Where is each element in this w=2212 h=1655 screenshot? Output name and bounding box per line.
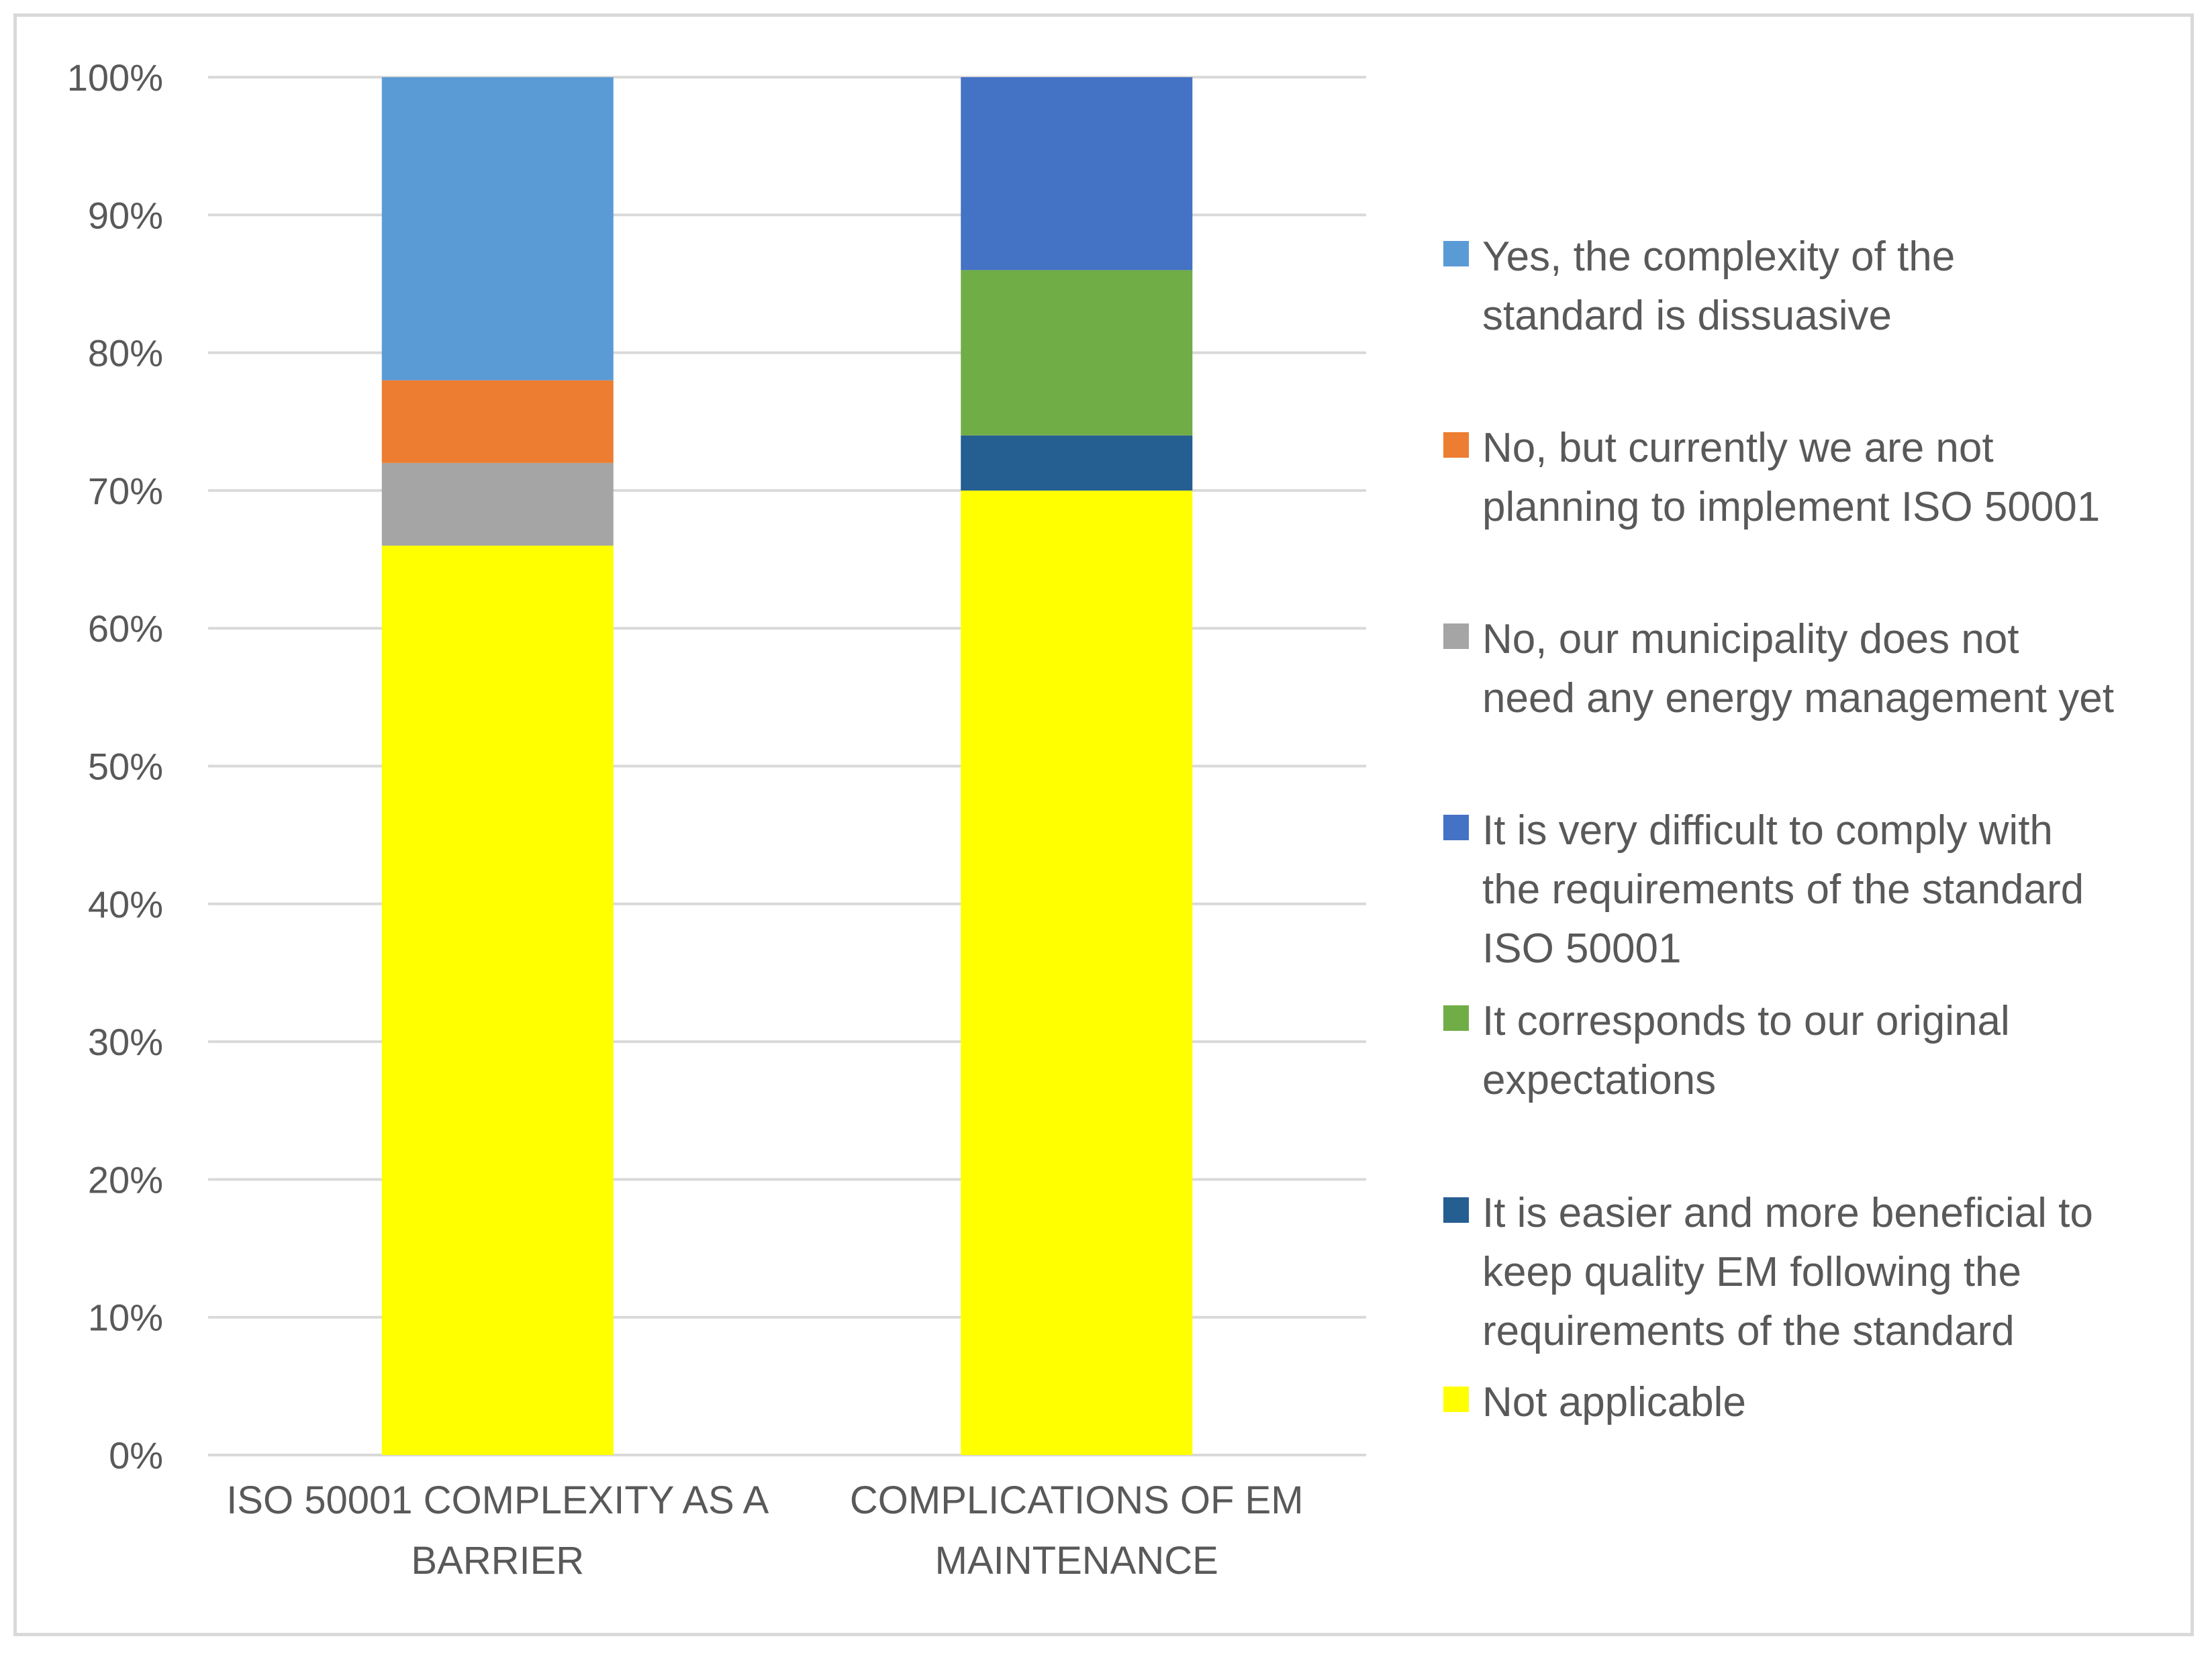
- bar-segment: [381, 462, 614, 546]
- legend-swatch: [1443, 1005, 1469, 1031]
- y-tick-label: 80%: [88, 332, 163, 374]
- legend: Yes, the complexity of the standard is di…: [1443, 234, 2114, 1425]
- legend-label: the requirements of the standard: [1482, 866, 2084, 913]
- legend-swatch: [1443, 432, 1469, 458]
- bar-segment: [381, 77, 614, 381]
- bar-segment: [961, 490, 1193, 1455]
- x-category-label: MAINTENANCE: [935, 1539, 1218, 1583]
- bars: [381, 77, 1193, 1455]
- legend-label: standard is dissuasive: [1482, 293, 1892, 339]
- y-tick-label: 70%: [88, 470, 163, 512]
- legend-label: No, our municipality does not: [1482, 616, 2019, 662]
- bar-segment: [381, 546, 614, 1455]
- legend-label: planning to implement ISO 50001: [1482, 484, 2100, 530]
- chart-frame: 0% 10% 20% 30% 40% 50% 60% 70% 80% 90% 100% ISO 50…: [13, 13, 2194, 1636]
- y-tick-label: 30%: [88, 1021, 163, 1063]
- x-category-label: BARRIER: [411, 1539, 584, 1583]
- legend-label: It corresponds to our original: [1482, 998, 2010, 1044]
- legend-label: keep quality EM following the: [1482, 1249, 2021, 1295]
- y-tick-label: 40%: [88, 883, 163, 925]
- bar-segment: [381, 380, 614, 463]
- legend-label: need any energy management yet: [1482, 675, 2114, 721]
- y-tick-label: 50%: [88, 746, 163, 788]
- x-category-label: ISO 50001 COMPLEXITY AS A: [226, 1478, 769, 1522]
- y-tick-label: 20%: [88, 1158, 163, 1201]
- legend-label: ISO 50001: [1482, 925, 1681, 972]
- legend-swatch: [1443, 815, 1469, 840]
- y-tick-label: 100%: [67, 56, 163, 99]
- legend-swatch: [1443, 623, 1469, 649]
- legend-swatch: [1443, 1387, 1469, 1412]
- y-tick-label: 0%: [109, 1434, 163, 1476]
- legend-label: requirements of the standard: [1482, 1308, 2015, 1354]
- legend-label: It is very difficult to comply with: [1482, 807, 2053, 854]
- x-category-label: COMPLICATIONS OF EM: [850, 1478, 1304, 1522]
- y-tick-label: 10%: [88, 1297, 163, 1339]
- legend-swatch: [1443, 1197, 1469, 1223]
- bar-segment: [961, 270, 1193, 436]
- stacked-bar-chart: 0% 10% 20% 30% 40% 50% 60% 70% 80% 90% 100% ISO 50…: [67, 56, 2114, 1583]
- legend-label: expectations: [1482, 1057, 1716, 1103]
- legend-label: Yes, the complexity of the: [1482, 234, 1955, 280]
- x-axis-category-labels: ISO 50001 COMPLEXITY AS A BARRIER COMPLICA…: [226, 1478, 1303, 1583]
- legend-label: No, but currently we are not: [1482, 425, 1994, 471]
- y-axis-tick-labels: 0% 10% 20% 30% 40% 50% 60% 70% 80% 90% 100%: [67, 56, 163, 1476]
- bar-segment: [961, 77, 1193, 270]
- y-tick-label: 90%: [88, 194, 163, 236]
- bar-segment: [961, 435, 1193, 491]
- y-tick-label: 60%: [88, 607, 163, 650]
- legend-label: It is easier and more beneficial to: [1482, 1190, 2093, 1236]
- legend-label: Not applicable: [1482, 1379, 1746, 1425]
- legend-swatch: [1443, 241, 1469, 266]
